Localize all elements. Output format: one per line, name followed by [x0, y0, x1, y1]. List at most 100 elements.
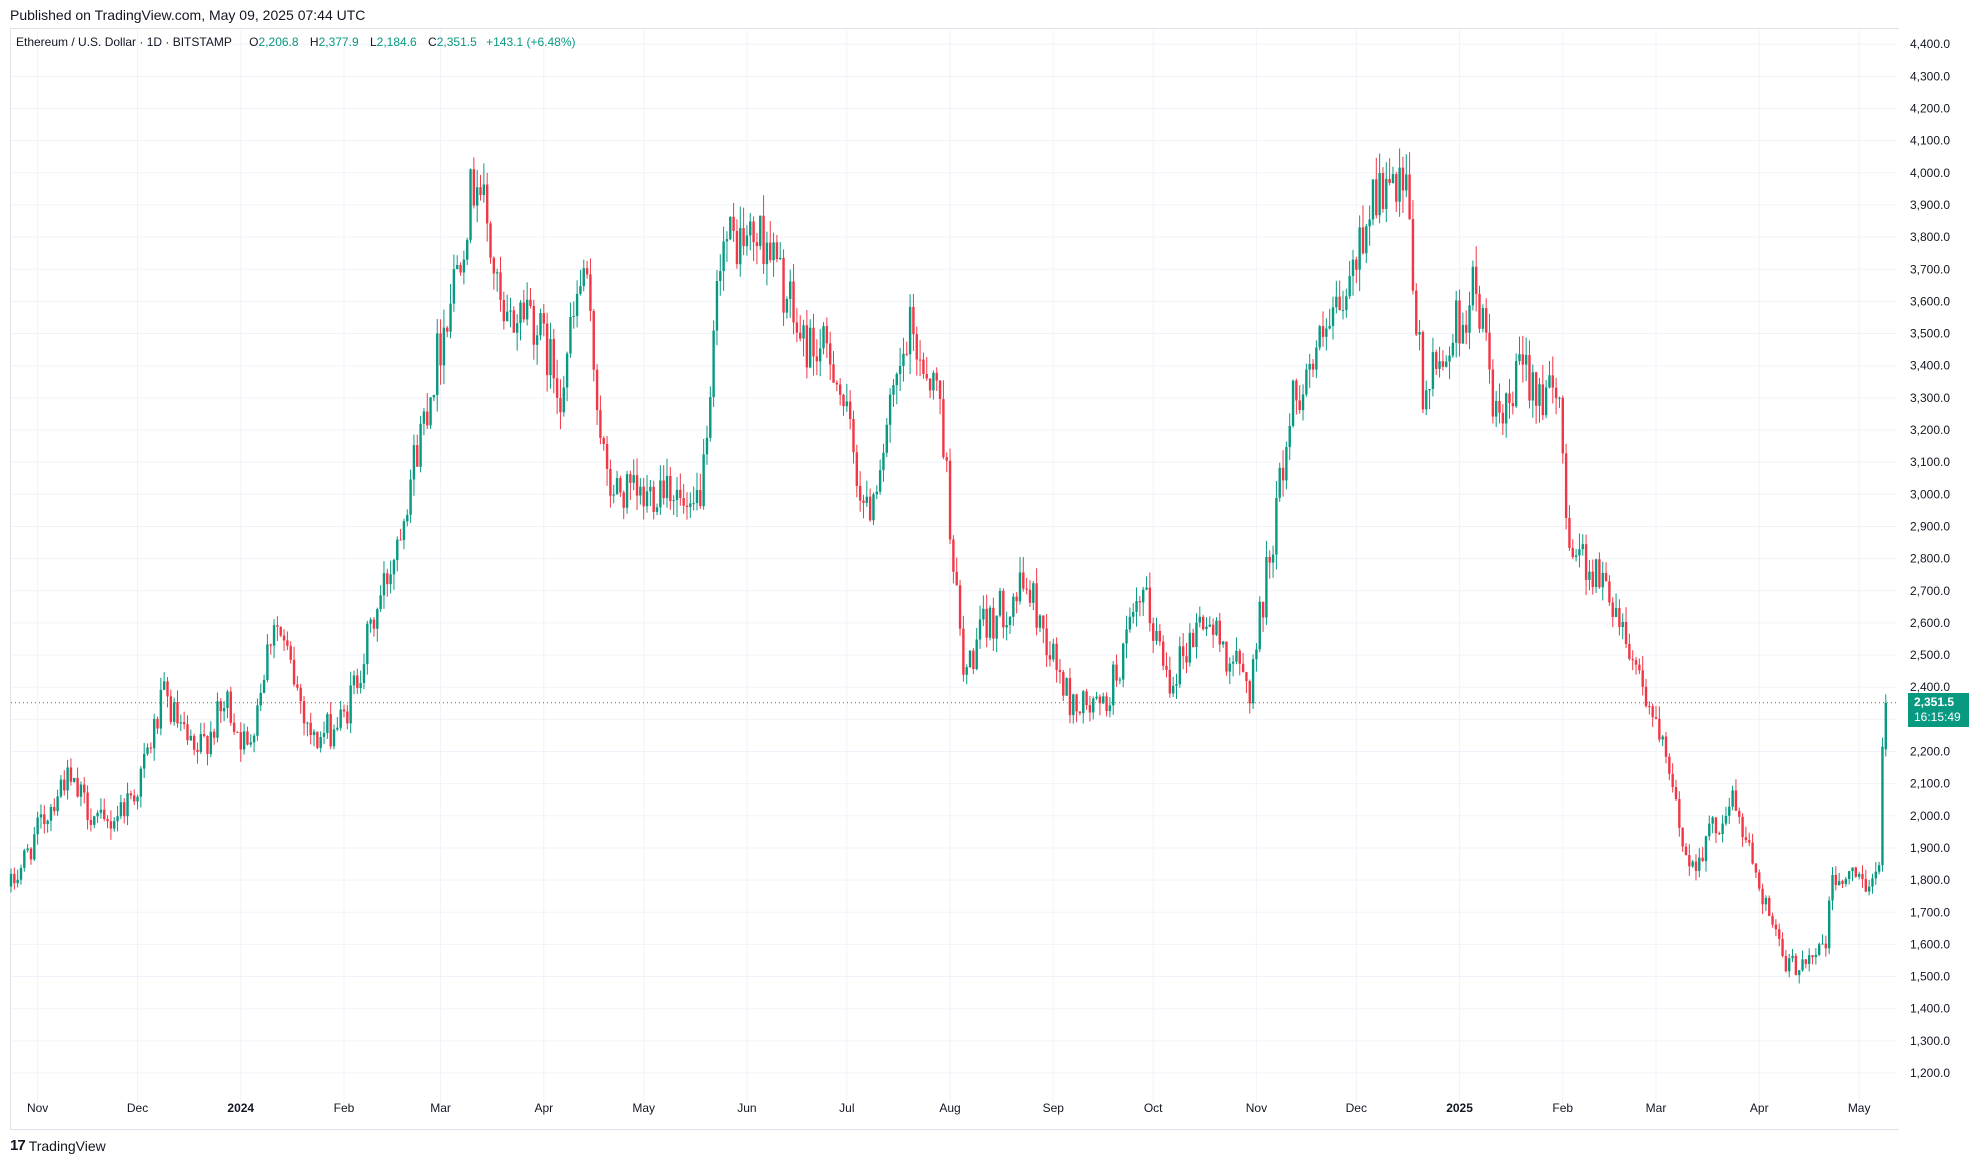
candle-body — [842, 394, 845, 407]
candle-body — [509, 310, 512, 312]
candle-body — [1498, 401, 1501, 413]
candle-body — [828, 343, 832, 365]
candle-body — [1564, 453, 1568, 518]
candle-body — [1561, 397, 1564, 454]
candle-body — [1438, 361, 1441, 369]
candle-body — [809, 327, 812, 368]
candle-body — [815, 356, 819, 362]
candle-body — [359, 683, 362, 689]
candle-body — [715, 281, 719, 331]
candle-body — [1581, 544, 1584, 550]
candle-body — [619, 478, 622, 493]
candle-body — [436, 333, 439, 395]
candle-body — [945, 457, 948, 461]
candle-body — [1035, 583, 1038, 628]
candle-body — [1171, 685, 1175, 694]
candle-body — [878, 470, 882, 492]
candle-body — [1395, 174, 1398, 202]
candle-body — [456, 264, 459, 270]
candle-body — [1295, 380, 1298, 401]
tradingview-logo-icon[interactable]: 17 — [10, 1137, 26, 1154]
candle-body — [1594, 559, 1598, 588]
candle-body — [755, 242, 759, 247]
candle-body — [925, 374, 928, 379]
candle-body — [73, 777, 76, 782]
candle-body — [1178, 646, 1182, 685]
candle-body — [1205, 626, 1208, 630]
candle-body — [609, 468, 612, 496]
candle-body — [1744, 837, 1748, 841]
candle-body — [382, 573, 386, 596]
candle-body — [339, 709, 342, 728]
candle-body — [209, 731, 212, 754]
candle-body — [212, 731, 216, 738]
candle-body — [1155, 630, 1158, 641]
candle-body — [1405, 174, 1408, 191]
candle-body — [1112, 664, 1115, 706]
candle-body — [289, 645, 292, 660]
candle-body — [1281, 467, 1285, 481]
candle-body — [1528, 355, 1531, 401]
candle-body — [1398, 167, 1401, 202]
candle-body — [99, 809, 103, 813]
candle-body — [1761, 888, 1764, 905]
candle-body — [1494, 401, 1498, 417]
candle-body — [1085, 691, 1088, 706]
candle-body — [23, 850, 26, 868]
candle-body — [1658, 718, 1661, 740]
candle-body — [995, 615, 998, 639]
candle-body — [143, 753, 146, 769]
candle-body — [709, 397, 712, 438]
candle-body — [1241, 663, 1245, 673]
candle-body — [1318, 326, 1321, 348]
candle-body — [858, 485, 862, 501]
candle-body — [1461, 324, 1465, 344]
candle-body — [712, 330, 715, 398]
candle-body — [1268, 556, 1271, 563]
candle-body — [1751, 842, 1754, 864]
candle-body — [372, 619, 376, 629]
candle-body — [502, 299, 506, 322]
candle-body — [1814, 954, 1818, 958]
candle-body — [795, 322, 799, 333]
candle-body — [1541, 384, 1544, 416]
candle-body — [1018, 572, 1022, 602]
candle-body — [159, 689, 163, 729]
candle-body — [1554, 387, 1558, 399]
candle-body — [1148, 587, 1152, 624]
candle-body — [1681, 827, 1684, 847]
y-tick-label: 2,800.0 — [1910, 552, 1950, 566]
tradingview-brand[interactable]: TradingView — [28, 1137, 106, 1154]
candle-body — [1728, 806, 1731, 816]
open-label: O — [249, 35, 259, 49]
candle-body — [1804, 959, 1808, 964]
candle-body — [1145, 587, 1148, 590]
candle-body — [256, 705, 259, 736]
candle-body — [1488, 332, 1491, 370]
candle-body — [1764, 897, 1768, 905]
candle-body — [166, 681, 169, 697]
symbol-title[interactable]: Ethereum / U.S. Dollar · 1D · BITSTAMP — [16, 35, 232, 49]
candle-body — [1298, 400, 1301, 411]
y-tick-label: 3,400.0 — [1910, 359, 1950, 373]
candle-body — [1231, 661, 1235, 664]
y-tick-label: 3,800.0 — [1910, 230, 1950, 244]
x-tick-label: Apr — [1750, 1101, 1769, 1115]
candle-body — [1671, 773, 1674, 788]
candle-body — [1624, 621, 1628, 644]
candle-body — [1288, 425, 1291, 448]
candle-body — [1358, 227, 1361, 270]
candle-body — [1634, 660, 1638, 665]
bar-countdown: 16:15:49 — [1914, 710, 1961, 724]
candle-body — [525, 299, 529, 320]
close-label: C — [428, 35, 437, 49]
candle-body — [1484, 308, 1488, 333]
candle-body — [592, 311, 595, 370]
candle-body — [429, 397, 432, 426]
x-tick-label: 2024 — [227, 1101, 254, 1115]
y-tick-label: 3,700.0 — [1910, 262, 1950, 276]
candle-body — [16, 879, 19, 884]
candle-body — [1415, 290, 1418, 335]
candle-body — [332, 729, 336, 747]
